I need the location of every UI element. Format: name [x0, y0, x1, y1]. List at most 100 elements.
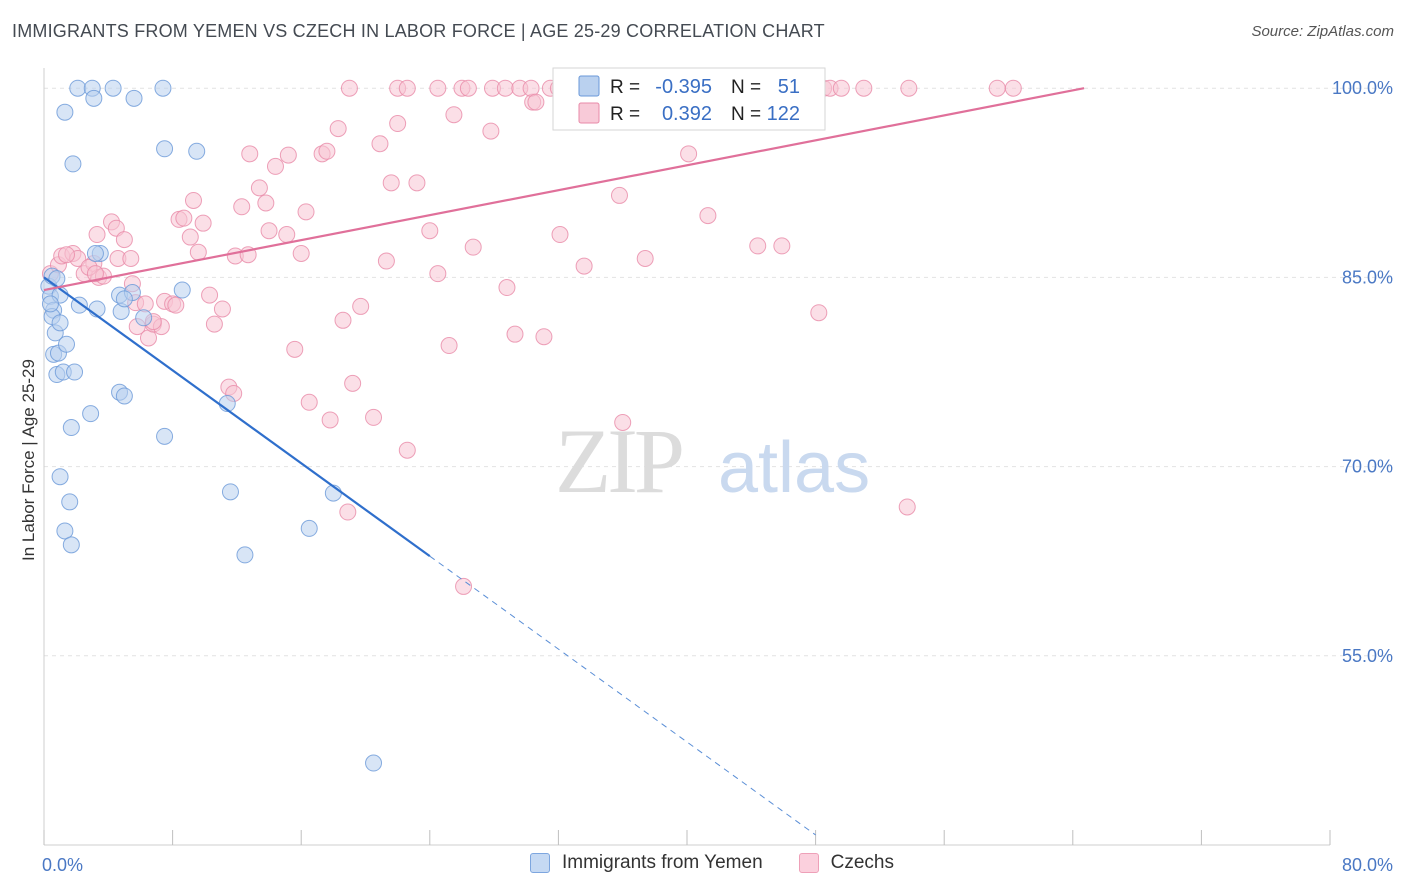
czech-point [340, 79, 358, 97]
yemen-point [86, 244, 104, 262]
y-tick-label: 70.0% [1342, 457, 1393, 477]
czech-point [832, 79, 850, 97]
czech-point [506, 325, 524, 343]
czech-point [352, 297, 370, 315]
czech-point [551, 226, 569, 244]
yemen-point [156, 427, 174, 445]
y-axis-label: In Labor Force | Age 25-29 [19, 359, 38, 561]
czech-point [334, 311, 352, 329]
czech-point [58, 246, 76, 264]
y-tick-label: 55.0% [1342, 646, 1393, 666]
czech-point [810, 304, 828, 322]
yemen-point [51, 314, 69, 332]
yemen-point [62, 536, 80, 554]
legend-item-czechs: Czechs [798, 852, 894, 874]
czech-point [201, 286, 219, 304]
czech-point [496, 79, 514, 97]
czech-point [250, 179, 268, 197]
czech-point [318, 142, 336, 160]
czech-point [749, 237, 767, 255]
y-tick-label: 100.0% [1332, 78, 1393, 98]
czech-point [365, 408, 383, 426]
czech-point [398, 441, 416, 459]
legend-r-label: R = [610, 77, 640, 98]
czech-point [233, 198, 251, 216]
czech-point [297, 203, 315, 221]
yemen-point [48, 270, 66, 288]
yemen-point [64, 155, 82, 173]
stats-legend: R = -0.395 N = 51 R = 0.392 N = 122 [552, 67, 826, 131]
y-tick-label: 85.0% [1342, 267, 1393, 287]
czech-point [300, 393, 318, 411]
axes [43, 68, 1331, 846]
czech-point [680, 145, 698, 163]
yemen-point [154, 79, 172, 97]
legend-n-value-yemen: 51 [778, 76, 800, 98]
yemen-point [115, 290, 133, 308]
legend-n-value-czech: 122 [767, 103, 800, 125]
legend-r-value-yemen: -0.395 [655, 76, 712, 98]
czech-point [292, 244, 310, 262]
chart-title: IMMIGRANTS FROM YEMEN VS CZECH IN LABOR … [12, 21, 825, 41]
czech-point [175, 209, 193, 227]
czech-point [575, 257, 593, 275]
czech-point [482, 122, 500, 140]
legend-r-value-czech: 0.392 [662, 103, 712, 125]
yemen-point [58, 335, 76, 353]
legend-swatch-yemen [530, 853, 550, 873]
czech-point [464, 238, 482, 256]
czech-point [900, 79, 918, 97]
legend-swatch-yemen [578, 75, 600, 97]
czech-point [699, 207, 717, 225]
legend-r-label: R = [610, 104, 640, 125]
czech-point [88, 226, 106, 244]
yemen-point [125, 89, 143, 107]
czech-point [181, 228, 199, 246]
yemen-point [173, 281, 191, 299]
czech-point [194, 214, 212, 232]
czech-trend-line [43, 87, 1085, 292]
czech-point [278, 226, 296, 244]
yemen-point [365, 754, 383, 772]
legend-swatch-czechs [798, 853, 819, 873]
yemen-points [40, 79, 383, 772]
czech-points [41, 79, 1022, 595]
yemen-point [61, 493, 79, 511]
czech-point [279, 146, 297, 164]
legend-label-yemen: Immigrants from Yemen [562, 852, 763, 873]
yemen-point [156, 140, 174, 158]
czech-point [440, 337, 458, 355]
czech-point [429, 79, 447, 97]
czech-point [339, 503, 357, 521]
czech-point [610, 186, 628, 204]
czech-point [527, 93, 545, 111]
yemen-point [188, 142, 206, 160]
czech-point [86, 265, 104, 283]
czech-point [421, 222, 439, 240]
czech-point [636, 250, 654, 267]
czech-point [429, 265, 447, 283]
yemen-point [56, 522, 74, 540]
czech-point [266, 157, 284, 175]
czech-point [329, 120, 347, 138]
yemen-point [115, 387, 133, 405]
x-tick-labels: 0.0% 80.0% [42, 855, 1393, 875]
czech-point [122, 250, 140, 267]
czech-point [398, 79, 416, 97]
czech-point [167, 296, 185, 314]
yemen-point [82, 405, 100, 423]
yemen-point [104, 79, 122, 97]
yemen-point [41, 295, 59, 313]
czech-point [535, 328, 553, 346]
czech-point [257, 194, 275, 212]
czech-point [371, 135, 389, 153]
czech-point [189, 243, 207, 261]
czech-point [115, 231, 133, 249]
czech-point [988, 79, 1006, 97]
czech-point [321, 411, 339, 429]
yemen-point [236, 546, 254, 564]
source-label: Source: ZipAtlas.com [1251, 23, 1394, 40]
czech-point [377, 252, 395, 270]
yemen-point [69, 79, 87, 97]
